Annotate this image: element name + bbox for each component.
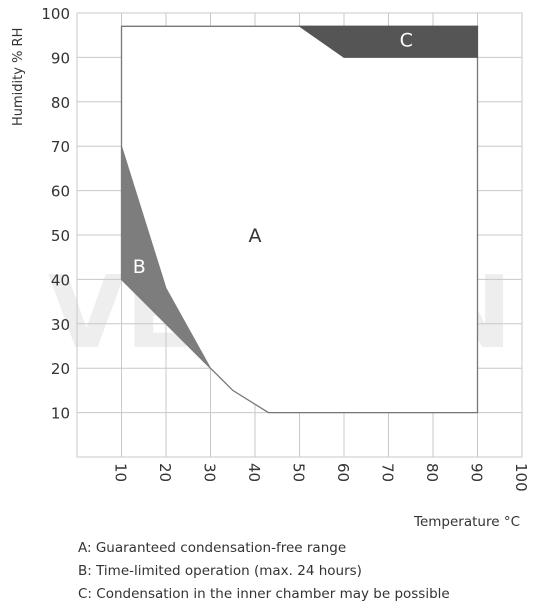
region-label-c: C [400,30,413,52]
x-axis-label: Temperature °C [413,514,520,530]
regions [120,25,479,414]
x-tick-label: 30 [201,463,219,482]
x-tick-label: 40 [245,463,263,482]
legend-item-c: C: Condensation in the inner chamber may… [78,586,450,602]
y-tick-label: 30 [51,316,70,334]
x-tick-label: 70 [379,463,397,482]
region-b [121,146,211,369]
legend-item-a: A: Guaranteed condensation-free range [78,540,347,556]
y-tick-label: 80 [51,94,70,112]
x-tick-label: 20 [156,463,174,482]
region-labels: A B C [133,30,413,278]
x-tick-label: 100 [512,463,530,492]
y-tick-label: 10 [51,405,70,423]
x-tick-label: 50 [290,463,308,482]
x-tick-label: 10 [112,463,130,482]
y-tick-label: 70 [51,138,70,156]
y-tick-label: 50 [51,227,70,245]
region-c [297,25,478,58]
x-tick-labels: 10 20 30 40 50 60 70 80 90 100 [112,463,531,492]
legend-item-b: B: Time-limited operation (max. 24 hours… [78,563,362,579]
region-label-a: A [249,225,262,247]
x-tick-label: 60 [334,463,352,482]
region-label-b: B [133,256,146,278]
y-tick-label: 40 [51,271,70,289]
y-tick-label: 90 [51,49,70,67]
y-tick-label: 60 [51,183,70,201]
y-tick-label: 100 [41,5,70,23]
x-tick-label: 90 [468,463,486,482]
y-axis-label: Humidity % RH [11,28,26,126]
y-tick-labels: 10 20 30 40 50 60 70 80 90 100 [41,5,70,423]
y-tick-label: 20 [51,360,70,378]
x-tick-label: 80 [423,463,441,482]
